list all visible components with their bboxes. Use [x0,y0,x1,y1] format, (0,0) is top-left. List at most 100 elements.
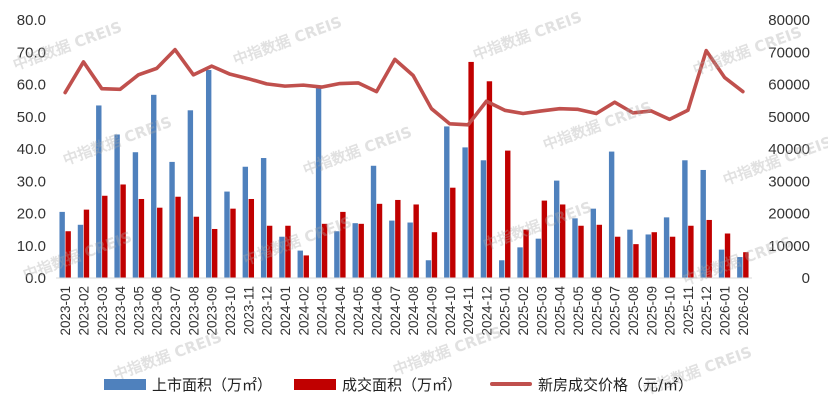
x-tick-label: 2023-12 [260,286,275,336]
y-left-tick-label: 20.0 [17,206,46,223]
bar-deal [376,203,383,278]
x-tick-label: 2023-07 [168,286,183,336]
y-left-tick-label: 0.0 [25,270,46,287]
x-tick-label: 2025-09 [644,286,659,336]
y-right-tick-label: 50000 [768,109,810,126]
bar-listing [242,166,249,278]
bar-deal [65,231,71,278]
bar-listing [462,147,468,278]
bar-listing [627,229,633,279]
y-left-tick-label: 80.0 [17,12,46,29]
legend-item-listing: 上市面积（万㎡） [104,370,272,398]
bar-deal [651,232,657,278]
bar-listing [444,126,450,278]
bar-listing [700,169,706,278]
x-tick-label: 2024-11 [461,286,476,335]
bar-deal [468,61,474,278]
y-right-tick-label: 60000 [768,77,810,94]
bar-listing [151,94,157,278]
bar-listing [370,165,377,278]
bar-listing [480,160,487,278]
x-tick-label: 2024-10 [443,286,458,336]
x-tick-label: 2024-08 [406,286,421,336]
bar-deal [157,207,163,278]
y-left-tick-label: 10.0 [17,238,46,255]
bar-deal [559,204,566,278]
bar-listing [535,238,542,278]
x-tick-label: 2024-01 [278,286,293,336]
bar-deal [340,211,346,278]
x-tick-label: 2024-07 [388,286,403,336]
x-tick-label: 2025-02 [516,286,531,336]
bar-listing [407,222,413,278]
bar-listing [682,160,688,278]
bar-listing [425,260,432,278]
bar-listing [334,231,340,278]
bar-deal [175,196,181,278]
bar-listing [572,218,578,278]
legend-label-deal: 成交面积（万㎡） [342,375,463,394]
bar-listing [645,234,651,278]
bar-deal [358,223,364,278]
x-tick-label: 2025-05 [571,286,586,336]
x-tick-label: 2023-08 [186,286,201,336]
legend-label-price: 新房成交价格（元/㎡） [538,375,694,394]
bar-deal [285,225,291,278]
bar-listing [224,191,230,278]
bar-listing [315,87,322,278]
x-tick-label: 2025-01 [498,286,513,336]
x-tick-label: 2024-12 [479,286,494,336]
bar-listing [77,224,84,278]
price-line [63,47,745,127]
y-right-tick-label: 20000 [768,206,810,223]
x-axis: 2023-01 2023-02 2023-03 2023-04 2023-05 2023-… [58,286,751,336]
bar-deal [614,236,621,278]
bar-listing [114,134,120,278]
bar-deal [724,233,731,278]
bar-deal [193,216,200,278]
bar-deal [523,229,529,279]
bar-listing [59,211,65,278]
bar-listing [205,69,212,279]
bar-deal [541,200,548,278]
bar-deal [395,199,401,278]
bar-listing [499,260,505,278]
legend-swatch-price [490,382,532,386]
x-tick-label: 2025-08 [626,286,641,336]
y-right-tick-label: 70000 [768,44,810,61]
x-tick-label: 2024-05 [351,286,366,336]
x-tick-label: 2023-11 [241,286,256,335]
x-tick-label: 2024-04 [333,286,348,336]
bar-deal [450,187,456,278]
x-tick-label: 2025-07 [608,286,623,336]
bar-deal [230,208,236,278]
bar-listing [718,249,725,278]
bar-listing [663,217,670,278]
bar-deal [413,204,419,278]
bar-deal [211,228,218,278]
bar-deal [321,223,328,278]
legend-swatch-listing [104,378,146,390]
x-tick-label: 2023-04 [113,286,128,336]
x-tick-label: 2023-05 [131,286,146,336]
bar-deal [688,225,694,278]
x-tick-label: 2026-01 [718,286,733,336]
bar-listing [517,247,523,278]
x-tick-label: 2023-10 [223,286,238,336]
price-line-layer [63,47,745,127]
bar-deal [138,198,145,278]
bar-deal [596,224,603,278]
legend-item-price: 新房成交价格（元/㎡） [490,370,693,398]
y-left-tick-label: 50.0 [17,109,46,126]
combo-chart: 0.0 10.0 20.0 30.0 40.0 50.0 60.0 70.0 80.0 0 100… [17,12,810,336]
bar-listing [169,161,175,278]
x-tick-label: 2023-01 [58,286,73,336]
y-left-tick-label: 40.0 [17,141,46,158]
bar-listing [279,236,285,278]
deal-bars [65,61,749,279]
bar-listing [187,110,194,278]
y-right-tick-label: 10000 [768,238,810,255]
bar-deal [83,209,90,278]
y-left-tick-label: 30.0 [17,173,46,190]
y-left-axis: 0.0 10.0 20.0 30.0 40.0 50.0 60.0 70.0 80.0 [17,12,46,287]
